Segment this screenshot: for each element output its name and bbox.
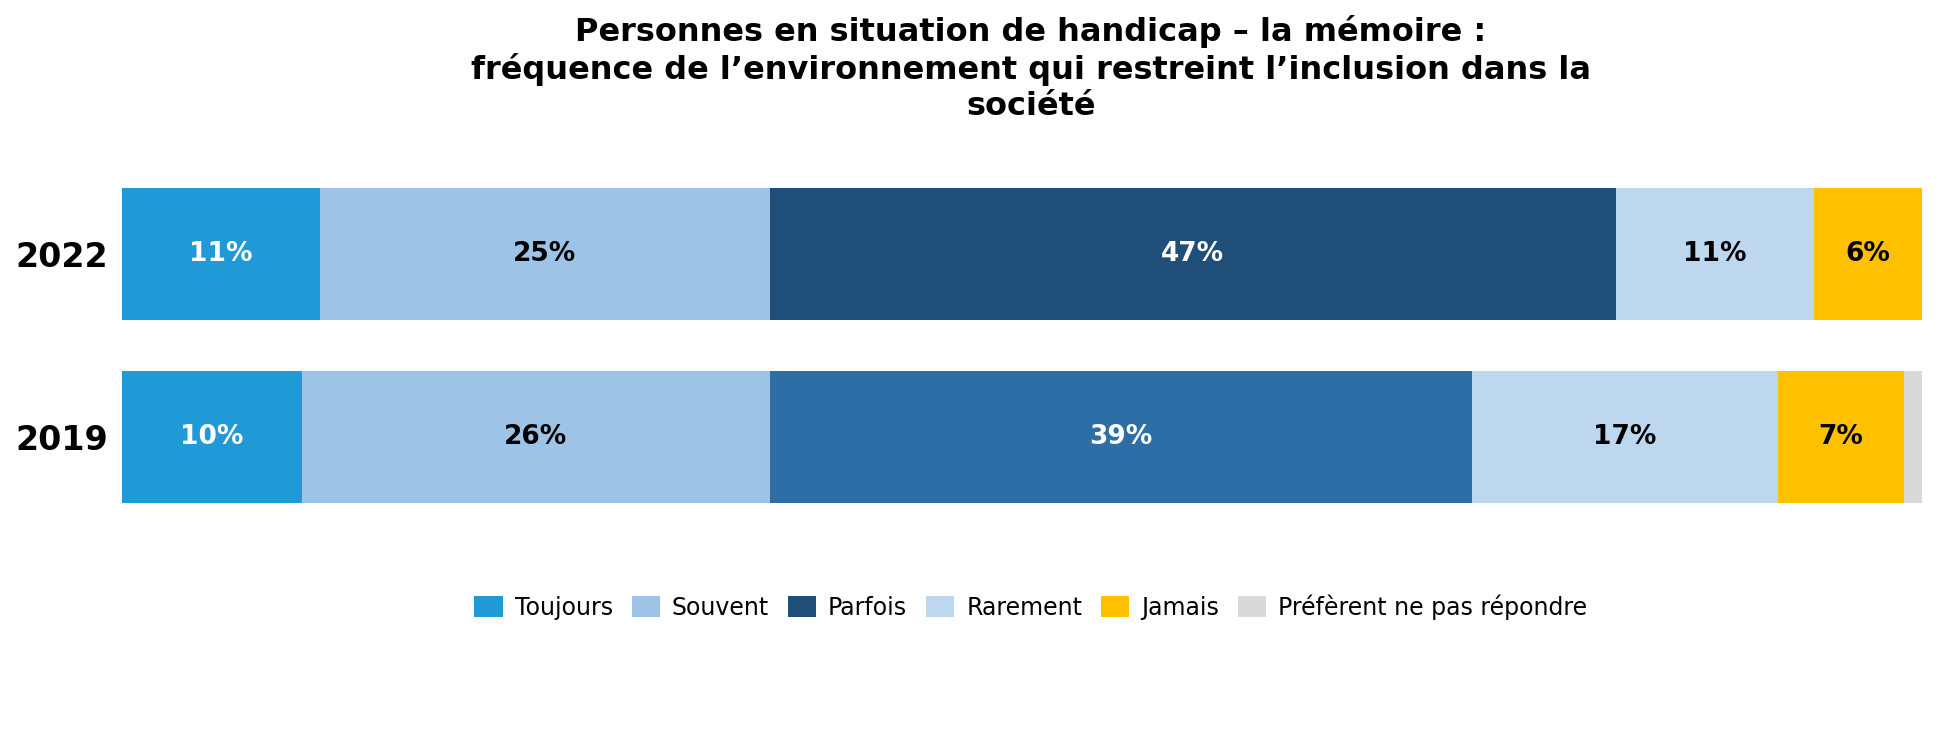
Text: 10%: 10% bbox=[180, 424, 242, 450]
Text: 7%: 7% bbox=[1818, 424, 1863, 450]
Bar bbox=[1617, 187, 1814, 320]
Bar bbox=[121, 371, 301, 503]
Bar bbox=[321, 187, 770, 320]
Bar bbox=[1904, 371, 1922, 503]
Text: 26%: 26% bbox=[504, 424, 567, 450]
Bar bbox=[121, 187, 321, 320]
Text: 47%: 47% bbox=[1161, 241, 1224, 266]
Bar bbox=[301, 371, 770, 503]
Title: Personnes en situation de handicap – la mémoire :
fréquence de l’environnement q: Personnes en situation de handicap – la … bbox=[471, 15, 1591, 122]
Text: 11%: 11% bbox=[1683, 241, 1746, 266]
Legend: Toujours, Souvent, Parfois, Rarement, Jamais, Préfèrent ne pas répondre: Toujours, Souvent, Parfois, Rarement, Ja… bbox=[465, 585, 1597, 630]
Bar bbox=[1814, 187, 1922, 320]
Bar bbox=[770, 187, 1617, 320]
Text: 6%: 6% bbox=[1846, 241, 1890, 266]
Text: 25%: 25% bbox=[512, 241, 577, 266]
Bar bbox=[1472, 371, 1777, 503]
Text: 39%: 39% bbox=[1089, 424, 1151, 450]
Text: 17%: 17% bbox=[1593, 424, 1656, 450]
Bar bbox=[770, 371, 1472, 503]
Text: 11%: 11% bbox=[190, 241, 252, 266]
Bar bbox=[1777, 371, 1904, 503]
